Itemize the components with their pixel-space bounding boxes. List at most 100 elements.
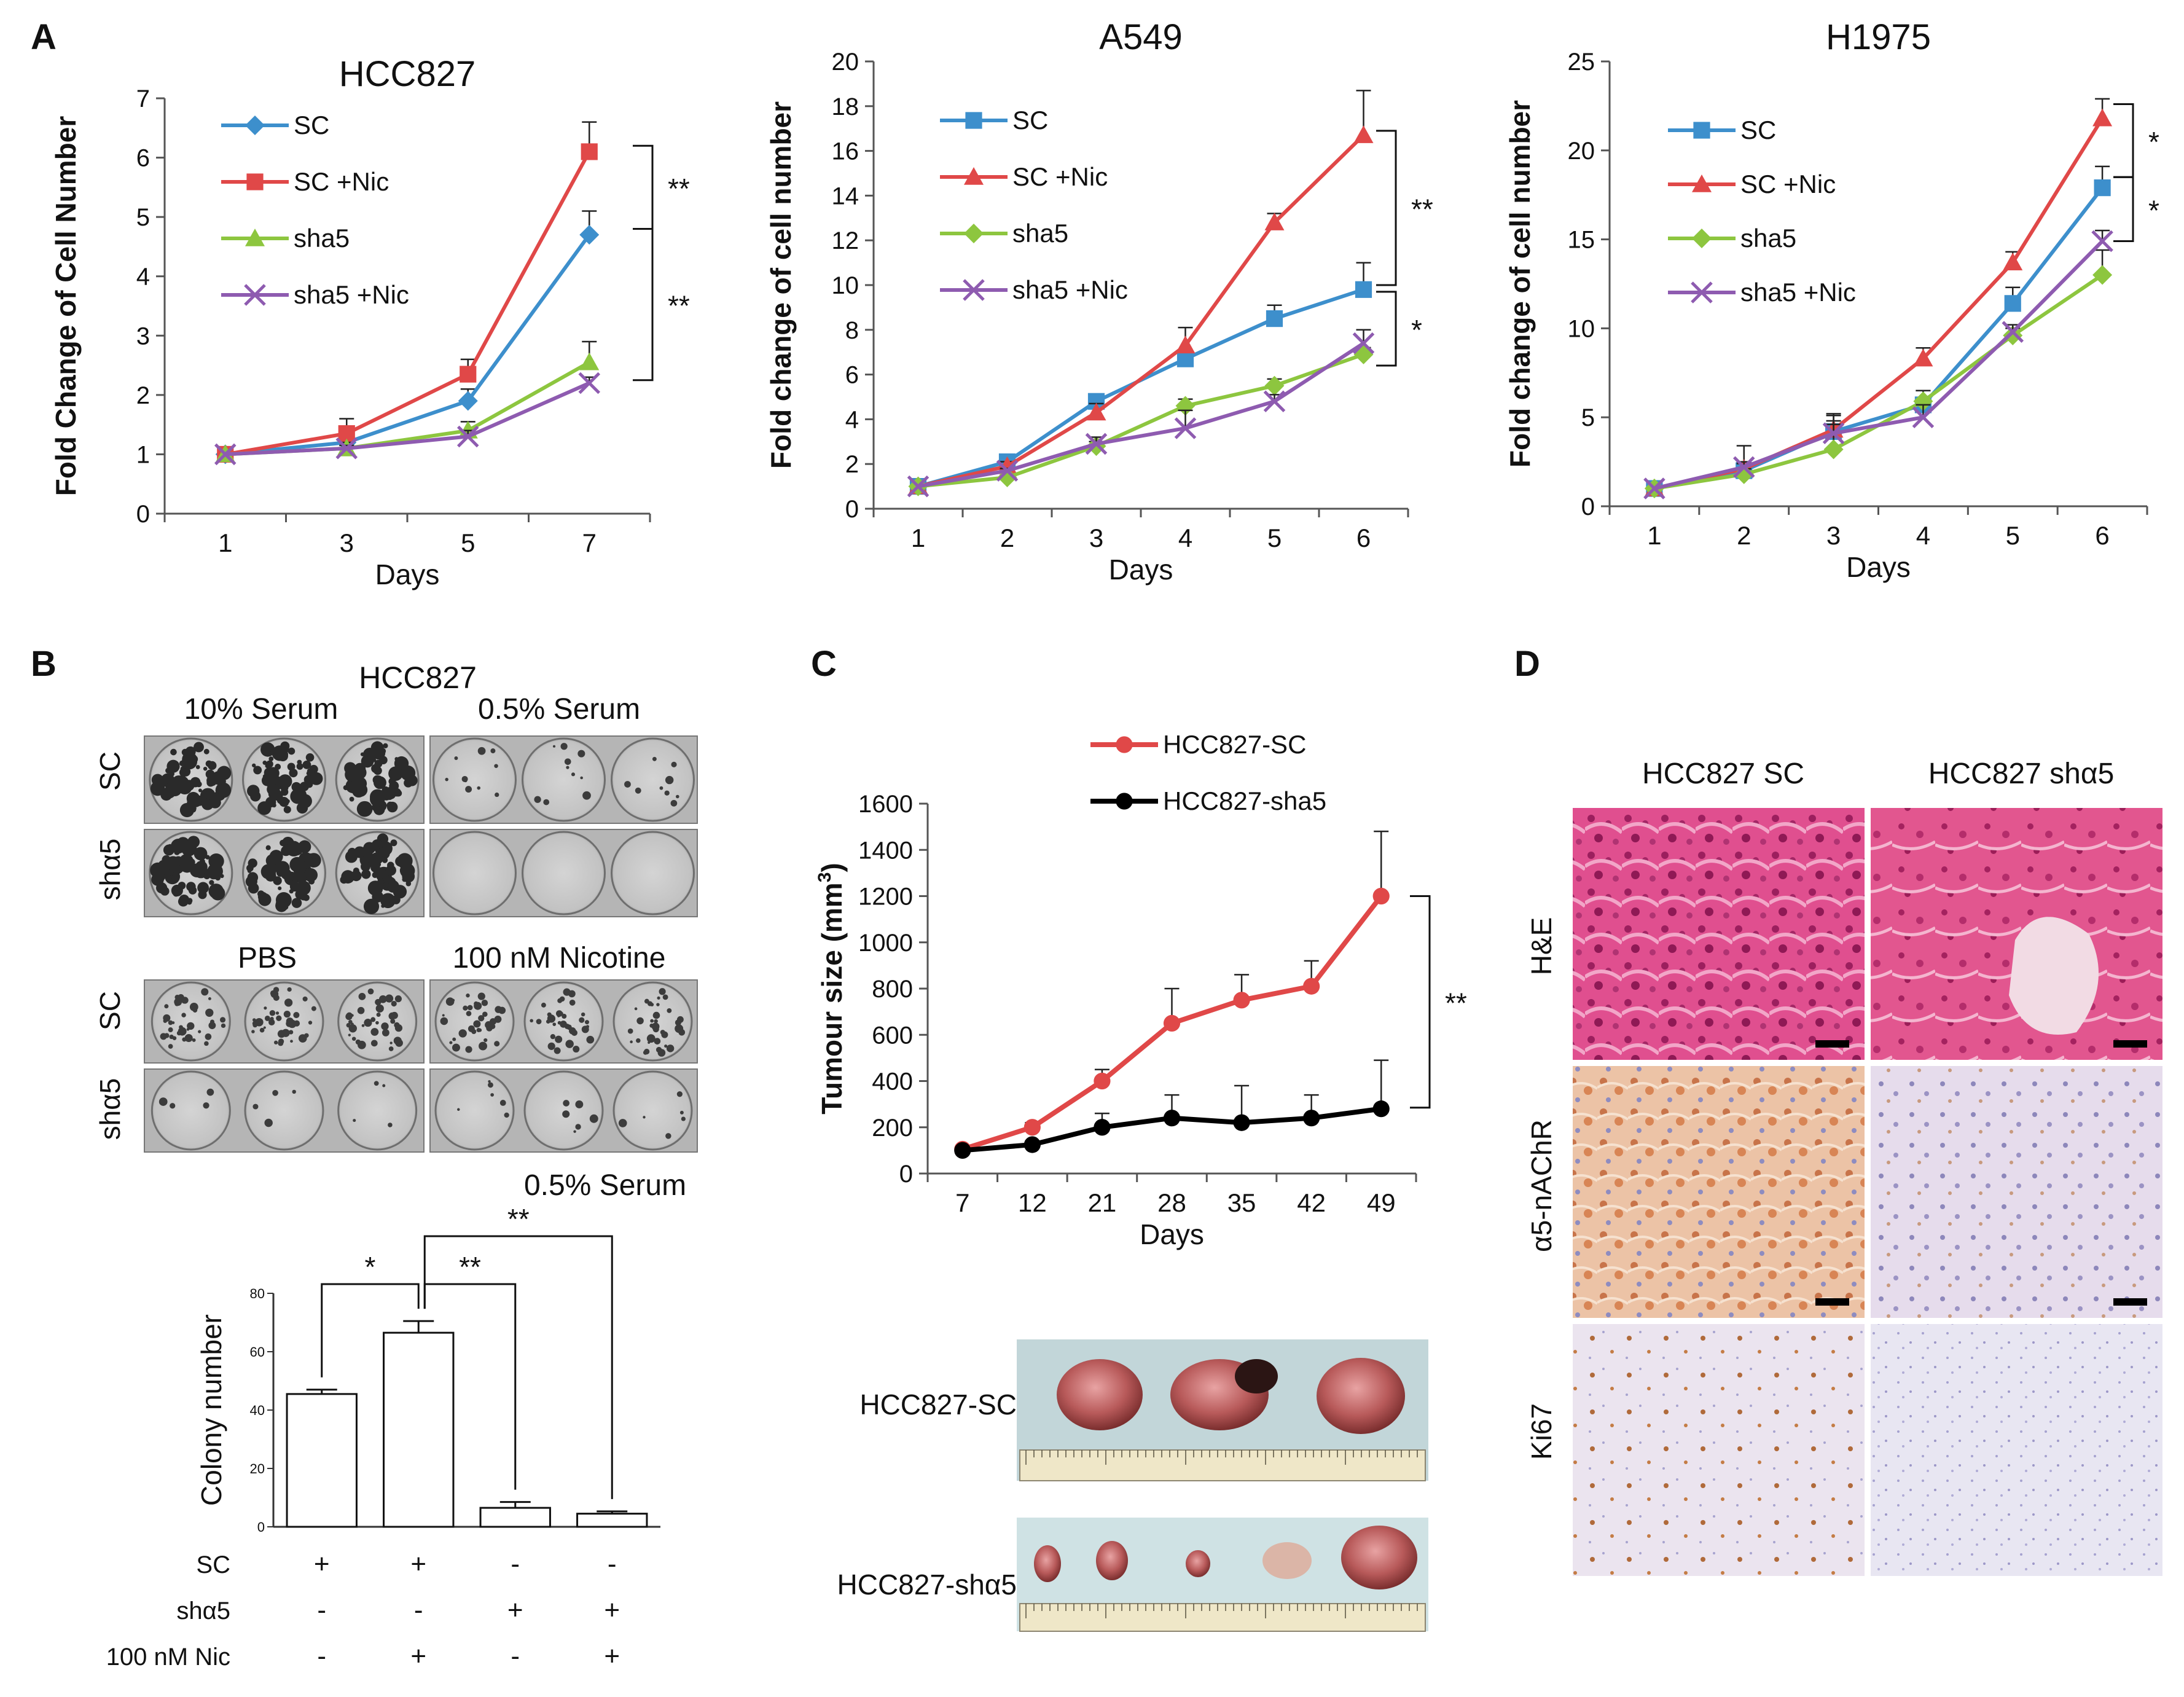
b-condition-mark: + (604, 1641, 620, 1671)
colony-dot (647, 1001, 653, 1006)
colony-dot (343, 785, 348, 791)
c-point-hcc827-sha5 (1163, 1110, 1181, 1127)
colony-dot (543, 799, 550, 805)
a2-legend-marker-sha5-nic (963, 279, 985, 301)
colony-dot (252, 763, 256, 767)
a3-ylabel: Fold change of cell number (1504, 100, 1536, 468)
colony-dot (363, 898, 380, 914)
colony-dot (391, 1011, 398, 1019)
a1-legend-marker-sc (245, 116, 265, 135)
colony-dot (452, 1037, 456, 1041)
colony-dot (171, 874, 178, 881)
a1-point-sha5-nic (335, 437, 358, 460)
a1-line-sc (225, 233, 591, 457)
micrograph-a5-sha5 (1871, 1066, 2162, 1318)
panelb-col-05serum: 0.5% Serum (478, 693, 640, 726)
colony-dot (400, 863, 415, 879)
c-legend-label-hcc827-sc: HCC827-SC (1163, 730, 1306, 759)
micrograph-he-sha5 (1871, 808, 2162, 1060)
a1-ytick-label: 3 (136, 323, 150, 350)
colony-dot (283, 805, 291, 813)
colony-dot (179, 1025, 183, 1030)
colony-dot (179, 895, 190, 905)
b-condition-mark: + (314, 1549, 330, 1579)
colony-dot (664, 790, 670, 796)
a1-point-sha5 (579, 352, 600, 370)
a1-point-sha5-nic (456, 425, 479, 448)
colony-dot (292, 879, 298, 885)
a3-xtick-label: 4 (1916, 521, 1930, 550)
b-condition-mark: - (511, 1549, 520, 1579)
colony-dot (381, 904, 385, 908)
colony-dot (179, 802, 195, 818)
colony-dot (634, 1007, 638, 1011)
colony-dot (445, 997, 455, 1006)
plate-well (432, 737, 517, 822)
colony-dot (375, 791, 381, 797)
c-point-hcc827-sha5 (1024, 1136, 1041, 1153)
b-condition-mark: - (608, 1549, 617, 1579)
ruler-sha5 (1019, 1603, 1426, 1632)
colony-dot (195, 781, 202, 788)
c-legend-label-hcc827-sha5: HCC827-sha5 (1163, 786, 1326, 815)
a3-legend-label-sha5: sha5 (1740, 224, 1796, 253)
colony-dot (458, 1029, 467, 1038)
colony-dot (355, 1039, 361, 1045)
a1-ytick-label: 7 (136, 85, 150, 112)
a2-ytick-label: 14 (832, 182, 859, 210)
colony-dot (654, 1038, 661, 1044)
colony-dot (248, 882, 259, 894)
colony-dot (536, 1019, 542, 1025)
colony-dot (302, 760, 311, 769)
colony-dot (208, 997, 211, 1000)
colony-dot (382, 1029, 389, 1037)
colony-dot (678, 1029, 686, 1036)
colony-dot (280, 741, 290, 751)
panelb-title: HCC827 (359, 660, 477, 695)
colony-dot (205, 1008, 214, 1017)
colony-dot (557, 1014, 560, 1017)
micrograph-he-sc (1573, 808, 1865, 1060)
colony-dot (367, 988, 374, 995)
colony-dot (494, 1041, 500, 1047)
plate-well (522, 831, 606, 915)
colony-dot (375, 775, 383, 783)
colony-dot (181, 1013, 186, 1017)
colony-dot (568, 990, 576, 998)
colony-dot (646, 1034, 656, 1043)
colony-dot (575, 1124, 581, 1130)
panel-d-ihc: HCC827 SC HCC827 shα5 H&E α5-nAChR Ki67 (1525, 758, 2162, 1576)
colony-dot (278, 886, 282, 890)
colony-dot (555, 1035, 563, 1043)
a1-legend-label-sha5: sha5 (294, 224, 350, 253)
ruler-sc (1019, 1449, 1426, 1481)
colony-dot (665, 1133, 671, 1139)
a2-point-sc (1266, 310, 1283, 327)
colony-dot (477, 747, 486, 755)
b-condition-label-sh-5: shα5 (176, 1597, 230, 1624)
colony-dot (168, 1027, 173, 1033)
a3-point-sc-nic (1913, 348, 1933, 367)
tumour-sha5-5 (1341, 1526, 1417, 1589)
a1-line-sc-nic (225, 151, 591, 457)
a3-ytick-label: 0 (1581, 493, 1595, 520)
tumour-sc-3 (1317, 1358, 1405, 1434)
a2-xtick-label: 4 (1178, 523, 1192, 552)
a2-legend-marker-sc-nic (964, 167, 984, 185)
c-xtick-label: 12 (1018, 1188, 1047, 1217)
photo-label-sc: HCC827-SC (859, 1389, 1017, 1421)
plate-well (337, 1070, 418, 1151)
colony-dot (189, 1002, 198, 1011)
colony-dot (265, 778, 276, 788)
colony-dot (584, 1020, 589, 1025)
a2-point-sc-nic (1264, 213, 1285, 230)
colony-dot (589, 1114, 598, 1123)
c-xtick-label: 21 (1088, 1188, 1117, 1217)
colony-dot (353, 766, 367, 780)
a3-point-sc-nic (2003, 253, 2023, 271)
b-ytick-label: 40 (250, 1403, 265, 1418)
a1-ytick-label: 1 (136, 441, 150, 468)
panelb-row-sha5-bottom: shα5 (94, 1078, 126, 1140)
colony-dot (466, 1011, 472, 1016)
